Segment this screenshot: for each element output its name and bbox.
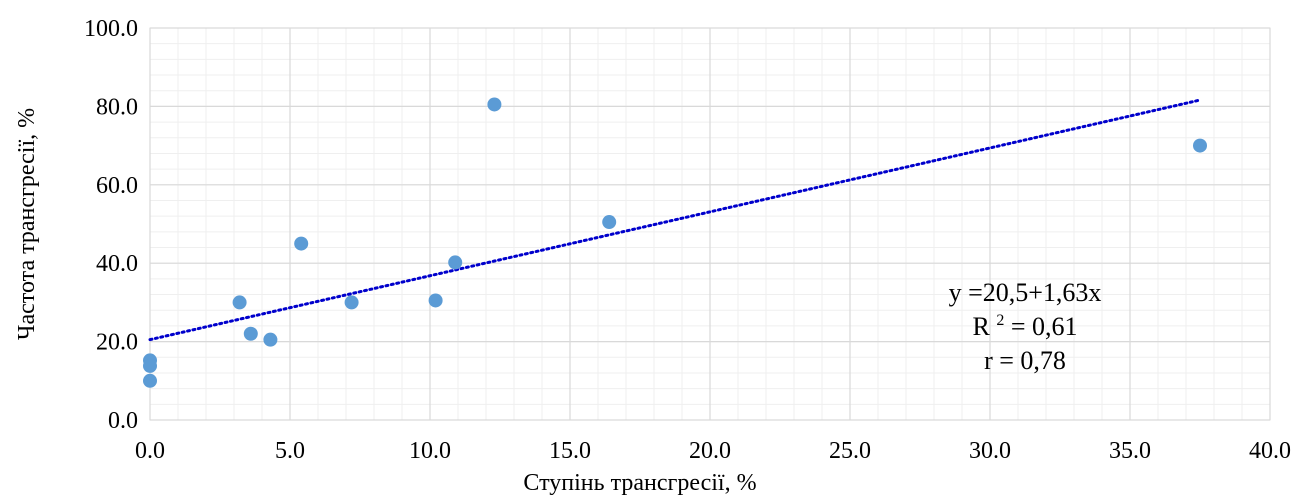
x-axis-tick-labels: 0.0 5.0 10.0 15.0 20.0 25.0 30.0 35.0 40.0	[135, 438, 1291, 464]
y-tick-label: 20.0	[96, 330, 138, 356]
data-point	[1193, 138, 1207, 153]
major-gridlines	[149, 27, 1271, 421]
x-tick-label: 25.0	[829, 438, 871, 464]
data-point	[294, 236, 309, 251]
x-tick-label: 35.0	[1109, 438, 1151, 464]
regression-annotation: y =20,5+1,63x R 2 = 0,61 r = 0,78	[949, 278, 1102, 375]
data-points	[143, 97, 1207, 388]
y-axis-tick-labels: 0.0 20.0 40.0 60.0 80.0 100.0	[84, 16, 138, 434]
x-tick-label: 15.0	[549, 438, 591, 464]
data-point	[232, 295, 247, 310]
trendline	[148, 98, 1202, 342]
x-axis-title: Ступінь трансгресії, %	[523, 470, 756, 496]
r-squared-value: = 0,61	[1011, 312, 1078, 341]
data-point	[428, 293, 443, 308]
r-squared-label: R 2 = 0,61	[972, 302, 1077, 341]
x-tick-label: 20.0	[689, 438, 731, 464]
data-point	[344, 295, 359, 310]
x-tick-label: 0.0	[135, 438, 165, 464]
y-tick-label: 0.0	[108, 408, 138, 434]
data-point	[263, 332, 278, 347]
data-point	[602, 215, 617, 230]
x-tick-label: 30.0	[969, 438, 1011, 464]
x-tick-label: 10.0	[409, 438, 451, 464]
data-point	[487, 97, 502, 112]
y-tick-label: 100.0	[84, 16, 138, 42]
correlation-label: r = 0,78	[984, 346, 1066, 375]
r-squared-r: R	[972, 312, 990, 341]
y-tick-label: 80.0	[96, 94, 138, 120]
y-axis-title: Частота трансгресії, %	[14, 108, 40, 340]
data-point	[448, 255, 463, 270]
data-point	[143, 373, 157, 388]
data-point	[143, 358, 157, 373]
x-tick-label: 40.0	[1249, 438, 1291, 464]
x-tick-label: 5.0	[275, 438, 305, 464]
y-tick-label: 40.0	[96, 251, 138, 277]
r-squared-superscript: 2	[996, 312, 1004, 329]
data-point	[243, 326, 258, 341]
equation-label: y =20,5+1,63x	[949, 278, 1102, 307]
y-tick-label: 60.0	[96, 173, 138, 199]
